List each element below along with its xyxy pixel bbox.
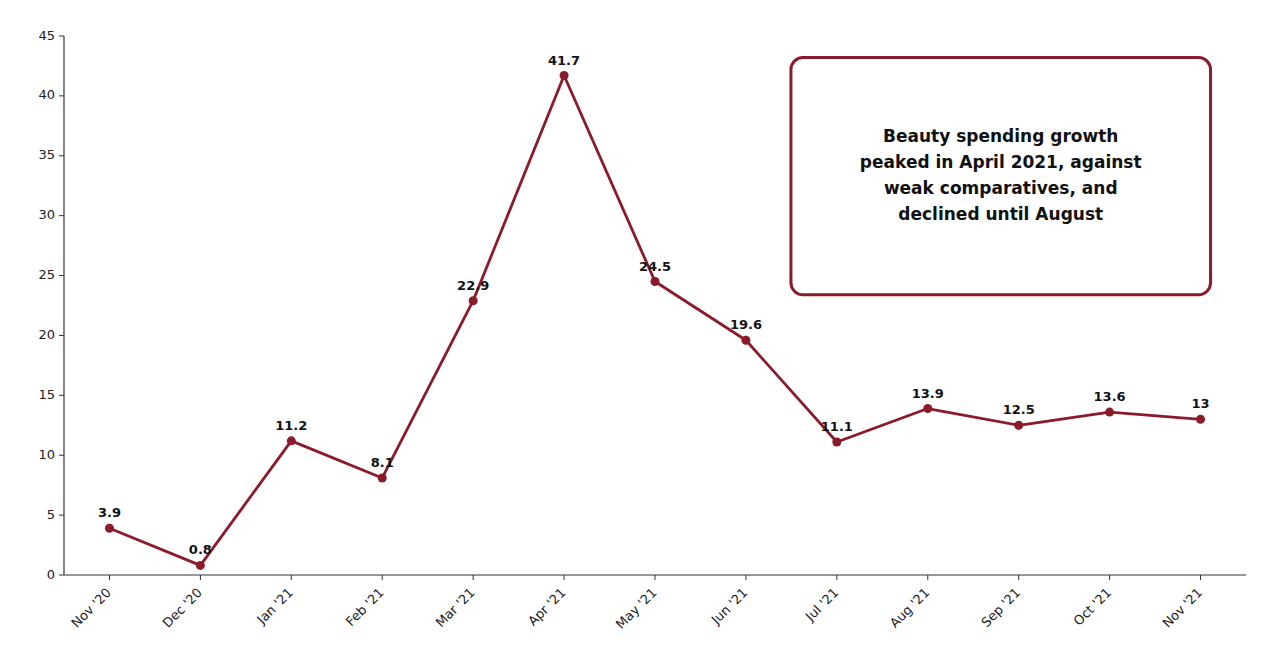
x-tick-label: Nov '21 (1159, 585, 1205, 631)
x-tick (200, 575, 201, 580)
x-tick (1200, 575, 1201, 580)
point (1105, 408, 1114, 417)
y-tick (59, 95, 64, 96)
point (196, 561, 205, 570)
y-tick-label: 5 (47, 507, 55, 522)
x-tick-label: Oct '21 (1071, 585, 1115, 629)
x-tick (927, 575, 928, 580)
x-tick-label: Jan '21 (253, 585, 296, 628)
y-tick-label: 0 (47, 567, 55, 582)
y-tick-label: 15 (38, 387, 55, 402)
point (287, 436, 296, 445)
data-label: 11.1 (821, 419, 853, 434)
x-tick-label: May '21 (613, 585, 660, 632)
y-tick-label: 40 (38, 87, 55, 102)
point (832, 438, 841, 447)
y-tick (59, 515, 64, 516)
data-label: 22.9 (457, 278, 489, 293)
annotation-box (791, 58, 1211, 295)
annotation: Beauty spending growthpeaked in April 20… (860, 126, 1142, 224)
y-tick (59, 395, 64, 396)
x-tick (473, 575, 474, 580)
x-tick (291, 575, 292, 580)
data-label: 24.5 (639, 259, 671, 274)
y-tick (59, 455, 64, 456)
point (1196, 415, 1205, 424)
point (469, 296, 478, 305)
data-label: 41.7 (548, 53, 580, 68)
chart: 0 5 10 15 20 25 30 35 40 45 Nov '20 Dec '20 Jan '21 F… (0, 0, 1274, 661)
plot-area (105, 71, 1205, 570)
x-tick-label: Sep '21 (978, 585, 1023, 630)
x-tick-label: Feb '21 (343, 585, 387, 629)
y-tick (59, 275, 64, 276)
point (1014, 421, 1023, 430)
point (923, 404, 932, 413)
x-tick-label: Nov '20 (68, 585, 114, 631)
data-label: 13.9 (912, 386, 944, 401)
data-label: 11.2 (275, 418, 307, 433)
y-tick-label: 30 (38, 207, 55, 222)
data-label: 12.5 (1003, 402, 1035, 417)
y-tick-label: 35 (38, 147, 55, 162)
data-label: 8.1 (371, 455, 394, 470)
y-tick (59, 155, 64, 156)
y-tick (59, 335, 64, 336)
y-tick-label: 45 (38, 28, 55, 43)
data-label: 13 (1191, 396, 1209, 411)
x-tick (655, 575, 656, 580)
x-tick-label: Apr '21 (525, 585, 569, 629)
point (651, 277, 660, 286)
x-tick (1018, 575, 1019, 580)
y-tick (59, 215, 64, 216)
x-tick-label: Jun '21 (708, 585, 751, 628)
x-tick (564, 575, 565, 580)
point (378, 473, 387, 482)
point (105, 524, 114, 533)
x-tick-label: Dec '20 (159, 585, 205, 631)
y-axis-line (63, 36, 64, 575)
chart-container: 0 5 10 15 20 25 30 35 40 45 Nov '20 Dec '20 Jan '21 F… (0, 0, 1274, 661)
x-tick (745, 575, 746, 580)
data-label: 19.6 (730, 317, 762, 332)
x-tick-label: Aug '21 (887, 585, 933, 631)
data-label: 3.9 (98, 505, 121, 520)
data-label: 0.8 (189, 542, 212, 557)
x-tick-label: Jul '21 (802, 585, 842, 625)
y-tick-label: 20 (38, 327, 55, 342)
y-tick-label: 25 (38, 267, 55, 282)
x-tick (836, 575, 837, 580)
point (560, 71, 569, 80)
x-tick-label: Mar '21 (433, 585, 478, 630)
point (741, 336, 750, 345)
x-tick (109, 575, 110, 580)
y-tick (59, 36, 64, 37)
y-tick (59, 575, 64, 576)
data-label: 13.6 (1094, 389, 1126, 404)
x-tick (1109, 575, 1110, 580)
y-tick-label: 10 (38, 447, 55, 462)
x-tick (382, 575, 383, 580)
